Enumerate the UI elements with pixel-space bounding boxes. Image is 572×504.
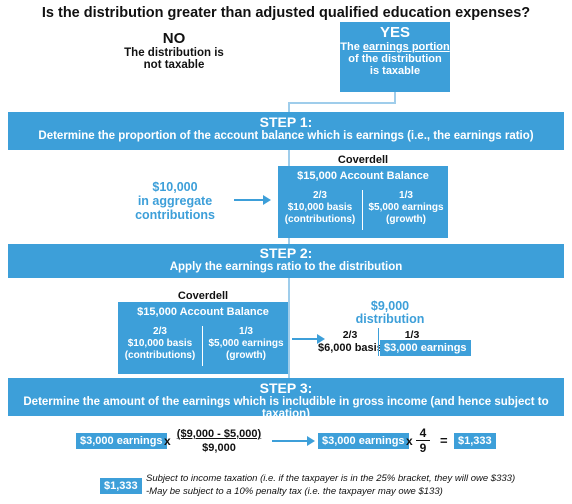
step3-equals: = bbox=[440, 433, 448, 448]
step2-right-col: 1/3 $5,000 earnings (growth) bbox=[204, 326, 288, 362]
step1-coverdell-label: Coverdell bbox=[337, 154, 389, 166]
step3-times-2: x bbox=[406, 434, 413, 448]
note-line1: Subject to income taxation (i.e. if the … bbox=[146, 473, 516, 484]
step2-band: STEP 2: Apply the earnings ratio to the … bbox=[8, 244, 564, 278]
dist-line1: $9,000 bbox=[370, 299, 410, 313]
yes-text-1: The earnings portion bbox=[340, 41, 450, 53]
dist-line2: distribution bbox=[355, 312, 425, 326]
step2-left-line1: $10,000 basis bbox=[127, 338, 193, 349]
dist-left-value: $6,000 basis bbox=[318, 342, 383, 354]
dist-right-fraction: 1/3 bbox=[404, 329, 420, 341]
step1-account-box: $15,000 Account Balance 2/3 $10,000 basi… bbox=[278, 166, 448, 238]
dist-divider bbox=[378, 328, 379, 356]
step2-arrow bbox=[292, 334, 325, 344]
step1-left-line1: $10,000 basis bbox=[287, 202, 353, 213]
no-text-1: The distribution is bbox=[124, 47, 224, 59]
note-lines: Subject to income taxation (i.e. if the … bbox=[146, 472, 570, 498]
page-title: Is the distribution greater than adjuste… bbox=[41, 5, 531, 21]
step3-fraction-2: 4 9 bbox=[416, 426, 430, 455]
step2-balance: $15,000 Account Balance bbox=[137, 306, 269, 318]
step2-account-box: $15,000 Account Balance 2/3 $10,000 basi… bbox=[118, 302, 288, 374]
step2-left-fraction: 2/3 bbox=[153, 326, 167, 337]
step1-left-line2: (contributions) bbox=[284, 214, 356, 225]
step2-left-line2: (contributions) bbox=[124, 350, 196, 361]
step2-coverdell-label: Coverdell bbox=[177, 290, 229, 302]
step1-divider bbox=[362, 190, 363, 230]
step2-text: Apply the earnings ratio to the distribu… bbox=[169, 261, 403, 273]
yes-text-2: of the distribution bbox=[348, 53, 442, 65]
step2-heading: STEP 2: bbox=[259, 245, 313, 261]
step3-frac-num: 4 bbox=[416, 426, 430, 441]
dist-right-value: $3,000 earnings bbox=[380, 340, 471, 356]
dist-left-fraction: 2/3 bbox=[342, 329, 358, 341]
contrib-line2: in aggregate bbox=[137, 194, 213, 208]
contrib-line3: contributions bbox=[135, 208, 215, 222]
yes-box: YES The earnings portion of the distribu… bbox=[340, 22, 450, 92]
step1-left-col: 2/3 $10,000 basis (contributions) bbox=[278, 190, 362, 226]
connector-horizontal bbox=[288, 102, 396, 104]
contrib-line1: $10,000 bbox=[152, 180, 198, 194]
step1-right-line2: (growth) bbox=[386, 214, 426, 225]
step3-text: Determine the amount of the earnings whi… bbox=[23, 396, 549, 420]
note-line2: -May be subject to a 10% penalty tax (i.… bbox=[146, 486, 443, 497]
step1-left-fraction: 2/3 bbox=[313, 190, 327, 201]
connector-yes-down bbox=[394, 92, 396, 104]
step2-right-line2: (growth) bbox=[226, 350, 266, 361]
yes-text-1u: earnings portion bbox=[362, 41, 450, 53]
step3-denominator: $9,000 bbox=[202, 442, 236, 454]
no-heading: NO bbox=[162, 30, 186, 47]
step1-contributions: $10,000 in aggregate contributions bbox=[120, 180, 230, 222]
step1-balance: $15,000 Account Balance bbox=[297, 170, 429, 182]
step2-right-fraction: 1/3 bbox=[239, 326, 253, 337]
note-value: $1,333 bbox=[100, 478, 142, 494]
step3-earnings-1: $3,000 earnings bbox=[76, 433, 167, 449]
step1-right-col: 1/3 $5,000 earnings (growth) bbox=[364, 190, 448, 226]
step2-left-col: 2/3 $10,000 basis (contributions) bbox=[118, 326, 202, 362]
step2-distribution: $9,000 distribution bbox=[340, 300, 440, 326]
step1-arrow bbox=[234, 195, 271, 205]
no-text-2: not taxable bbox=[143, 59, 205, 71]
step3-result: $1,333 bbox=[454, 433, 496, 449]
connector-vertical bbox=[288, 102, 290, 384]
step1-right-line1: $5,000 earnings bbox=[368, 202, 444, 213]
step3-times-1: x bbox=[164, 434, 171, 448]
no-box: NO The distribution is not taxable bbox=[114, 30, 234, 71]
step1-text: Determine the proportion of the account … bbox=[38, 130, 534, 142]
step2-right-line1: $5,000 earnings bbox=[208, 338, 284, 349]
step3-band: STEP 3: Determine the amount of the earn… bbox=[8, 378, 564, 420]
step3-numerator: ($9,000 - $5,000) bbox=[176, 428, 262, 440]
step1-band: STEP 1: Determine the proportion of the … bbox=[8, 112, 564, 150]
step3-heading: STEP 3: bbox=[259, 380, 313, 396]
yes-heading: YES bbox=[379, 24, 410, 41]
yes-text-1a: The bbox=[340, 41, 363, 53]
step3-fraction-1: ($9,000 - $5,000) $9,000 bbox=[176, 428, 262, 454]
yes-text-3: is taxable bbox=[369, 65, 421, 77]
step2-divider bbox=[202, 326, 203, 366]
step3-arrow bbox=[272, 436, 315, 446]
step1-heading: STEP 1: bbox=[259, 114, 313, 130]
step1-right-fraction: 1/3 bbox=[399, 190, 413, 201]
step3-frac-den: 9 bbox=[419, 441, 427, 455]
step3-earnings-2: $3,000 earnings bbox=[318, 433, 409, 449]
